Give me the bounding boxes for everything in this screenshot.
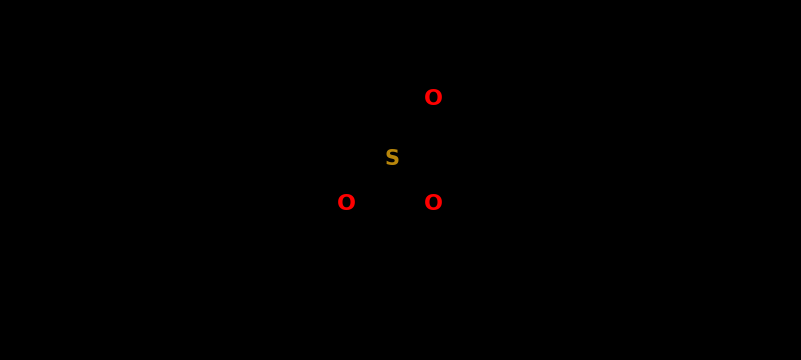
- Circle shape: [421, 191, 447, 217]
- Text: S: S: [384, 149, 399, 169]
- Text: O: O: [424, 194, 443, 214]
- Text: O: O: [424, 89, 443, 109]
- Circle shape: [376, 144, 406, 174]
- Circle shape: [421, 86, 447, 112]
- Text: O: O: [337, 194, 356, 214]
- Circle shape: [333, 191, 360, 217]
